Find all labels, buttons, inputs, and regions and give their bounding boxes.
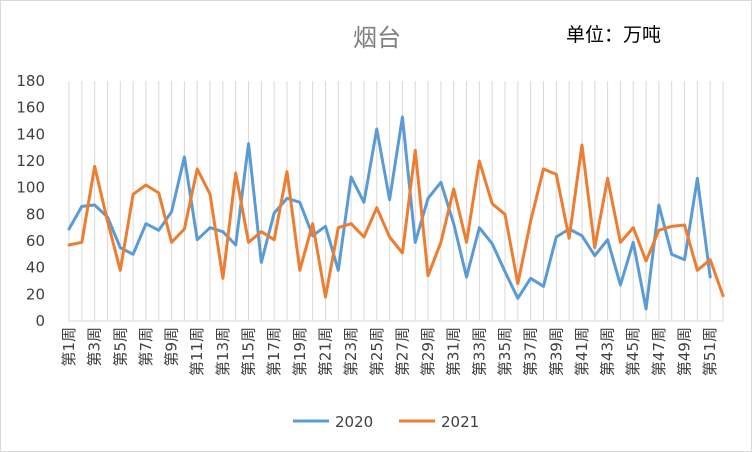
series-line-2020 (67, 115, 712, 311)
y-tick-label: 120 (16, 152, 45, 170)
x-tick-label: 第41周 (573, 327, 591, 376)
chart-title: 烟台 (353, 24, 401, 52)
y-tick-label: 100 (16, 179, 45, 197)
x-tick-label: 第49周 (676, 327, 694, 376)
y-tick-label: 160 (16, 99, 45, 117)
x-tick-label: 第31周 (445, 327, 463, 376)
y-tick-label: 80 (26, 205, 45, 223)
x-tick-label: 第17周 (265, 327, 283, 376)
x-tick-label: 第39周 (547, 327, 565, 376)
series-line-2021 (67, 143, 725, 299)
x-tick-label: 第13周 (214, 327, 232, 376)
x-tick-label: 第43周 (599, 327, 617, 376)
y-axis-tick-labels: 0 20 40 60 80 100 120 140 160 180 (16, 72, 45, 330)
x-tick-label: 第33周 (470, 327, 488, 376)
legend: 2020 2021 (293, 413, 479, 431)
x-tick-label: 第25周 (368, 327, 386, 376)
x-tick-label: 第35周 (496, 327, 514, 376)
gridlines (68, 81, 724, 321)
x-tick-label: 第19周 (291, 327, 309, 376)
unit-label: 单位：万吨 (566, 24, 661, 46)
x-tick-label: 第21周 (316, 327, 334, 376)
x-tick-label: 第7周 (137, 327, 155, 367)
x-axis-tick-labels: 第1周 第3周 第5周 第7周 第9周 第11周 第13周 第15周 第17周 第19周 第21周第… (60, 327, 719, 376)
x-tick-label: 第47周 (650, 327, 668, 376)
y-tick-label: 60 (26, 232, 45, 250)
x-tick-label: 第45周 (624, 327, 642, 376)
x-tick-label: 第11周 (188, 327, 206, 376)
x-tick-label: 第23周 (342, 327, 360, 376)
x-tick-label: 第1周 (60, 327, 78, 367)
x-tick-label: 第51周 (701, 327, 719, 376)
x-tick-label: 第27周 (393, 327, 411, 376)
legend-label-2021: 2021 (441, 413, 479, 431)
series-lines (67, 115, 725, 311)
y-tick-label: 180 (16, 72, 45, 90)
y-tick-label: 40 (26, 259, 45, 277)
legend-label-2020: 2020 (335, 413, 373, 431)
y-tick-label: 0 (35, 312, 45, 330)
x-tick-label: 第15周 (240, 327, 258, 376)
x-tick-label: 第9周 (163, 327, 181, 367)
x-tick-label: 第3周 (86, 327, 104, 367)
y-tick-label: 140 (16, 125, 45, 143)
x-tick-label: 第5周 (111, 327, 129, 367)
y-tick-label: 20 (26, 285, 45, 303)
x-tick-label: 第37周 (522, 327, 540, 376)
x-tick-label: 第29周 (419, 327, 437, 376)
